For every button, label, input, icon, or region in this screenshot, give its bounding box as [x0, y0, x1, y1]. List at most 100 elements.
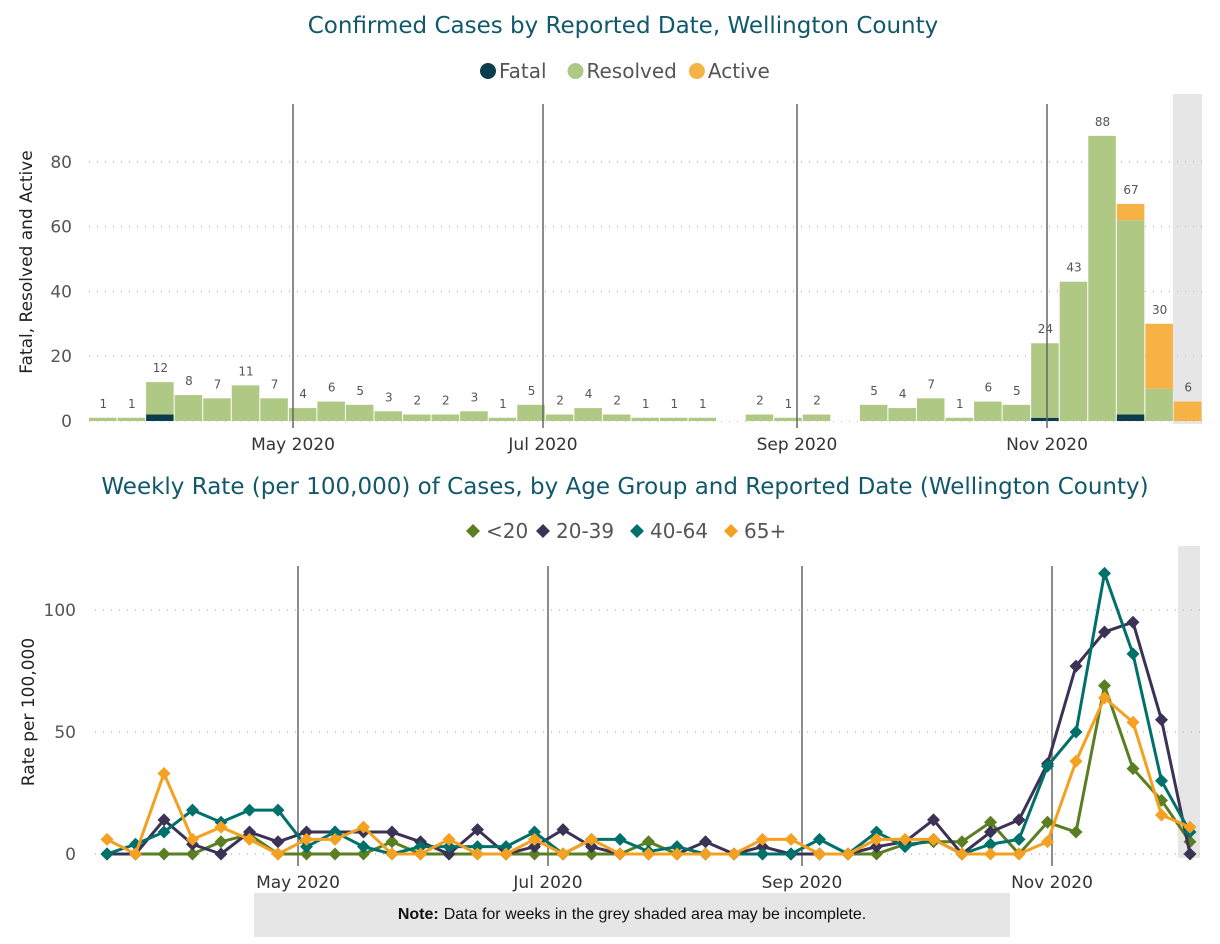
y-tick-label: 0	[65, 845, 76, 865]
data-point-65+	[528, 832, 541, 846]
bar-resolved	[974, 401, 1002, 421]
data-point-40-64	[813, 832, 826, 846]
data-point-20-39	[1069, 659, 1083, 673]
y-tick-label: 80	[50, 153, 72, 173]
bar-data-label: 1	[956, 397, 964, 411]
data-point-65+	[1069, 754, 1083, 768]
data-point-40-64	[1155, 774, 1168, 788]
bar-data-label: 7	[271, 377, 279, 391]
data-point-40-64	[243, 803, 256, 817]
bar-data-label: 6	[1184, 381, 1192, 395]
data-point-40-64	[300, 840, 313, 854]
legend-marker-active	[688, 63, 705, 79]
bar-resolved	[203, 398, 231, 421]
data-point-<20	[870, 847, 883, 861]
bar-data-label: 2	[556, 394, 564, 408]
bottom-chart-ylabel: Rate per 100,000	[19, 638, 39, 786]
data-point-20-39	[927, 813, 940, 827]
bar-data-label: 67	[1123, 183, 1138, 197]
bar-resolved	[517, 404, 545, 421]
bar-resolved	[174, 395, 203, 421]
bar-data-label: 4	[899, 387, 907, 401]
bar-data-label: 24	[1038, 322, 1053, 336]
bar-resolved	[260, 398, 288, 421]
bar-resolved	[802, 414, 831, 421]
bar-data-label: 5	[1013, 384, 1021, 398]
note-label: Note:	[397, 906, 439, 923]
data-point-65+	[927, 832, 940, 846]
bar-fatal	[1031, 417, 1059, 421]
bar-data-label: 12	[153, 361, 168, 375]
y-tick-label: 40	[50, 282, 72, 302]
bar-data-label: 5	[356, 384, 364, 398]
data-point-65+	[271, 847, 285, 861]
data-point-40-64	[357, 840, 370, 854]
x-tick-label: Nov 2020	[1011, 873, 1093, 893]
bar-data-label: 4	[585, 387, 593, 401]
bar-data-label: 4	[299, 387, 307, 401]
bar-active	[1116, 203, 1145, 221]
data-point-40-64	[1012, 832, 1026, 846]
data-point-<20	[984, 815, 997, 829]
data-point-65+	[214, 820, 228, 834]
bar-data-label: 2	[442, 394, 450, 408]
bar-resolved	[1031, 343, 1059, 418]
data-point-20-39	[1155, 713, 1168, 727]
bar-data-label: 1	[699, 397, 707, 411]
data-point-20-39	[442, 847, 456, 861]
bar-resolved	[631, 417, 659, 421]
bar-resolved	[89, 417, 117, 421]
data-point-65+	[414, 847, 427, 861]
data-point-65+	[898, 832, 912, 846]
data-point-<20	[1098, 679, 1111, 693]
data-point-20-39	[1098, 625, 1111, 639]
bar-resolved	[1116, 220, 1145, 415]
data-point-65+	[613, 847, 627, 861]
data-point-65+	[870, 832, 883, 846]
legend-marker-fatal	[480, 63, 496, 79]
data-point-40-64	[898, 840, 912, 854]
bar-resolved	[859, 404, 888, 421]
data-point-65+	[1012, 847, 1026, 861]
data-point-20-39	[984, 825, 997, 839]
incomplete-data-note: Note: Data for weeks in the grey shaded …	[254, 893, 1010, 937]
legend-marker-diamond	[724, 524, 738, 538]
bar-data-label: 2	[414, 394, 422, 408]
data-point-65+	[841, 847, 855, 861]
data-point-65+	[186, 832, 199, 846]
data-point-20-39	[243, 825, 256, 839]
data-point-20-39	[300, 825, 313, 839]
legend-marker-diamond	[466, 524, 480, 538]
incomplete-shaded-area	[1172, 94, 1202, 424]
bar-resolved	[660, 417, 688, 421]
data-point-65+	[642, 847, 655, 861]
data-point-20-39	[699, 835, 712, 849]
bar-data-label: 5	[870, 384, 878, 398]
bottom-chart-legend: <20 20-39 40-64 65+	[466, 519, 786, 543]
data-point-40-64	[1098, 566, 1111, 580]
data-point-40-64	[1041, 759, 1054, 773]
data-point-65+	[955, 847, 969, 861]
bar-resolved	[688, 417, 717, 421]
legend-label: Fatal	[499, 59, 547, 83]
x-tick-label: Sep 2020	[762, 873, 843, 893]
data-point-65+	[1126, 715, 1140, 729]
bar-data-label: 1	[99, 397, 107, 411]
bar-data-label: 11	[238, 364, 253, 378]
data-point-40-64	[471, 840, 484, 854]
data-point-20-39	[157, 813, 171, 827]
top-chart-ylabel: Fatal, Resolved and Active	[17, 150, 37, 373]
y-tick-label: 20	[50, 347, 72, 367]
bar-data-label: 1	[642, 397, 650, 411]
bar-data-label: 3	[471, 390, 479, 404]
data-point-40-64	[328, 825, 342, 839]
bar-data-label: 8	[185, 374, 193, 388]
y-tick-label: 50	[54, 723, 76, 743]
data-point-20-39	[271, 835, 285, 849]
bar-resolved	[431, 414, 460, 421]
data-point-65+	[243, 832, 256, 846]
legend-label: Resolved	[587, 59, 677, 83]
data-point-40-64	[1069, 725, 1083, 739]
data-point-65+	[471, 847, 484, 861]
